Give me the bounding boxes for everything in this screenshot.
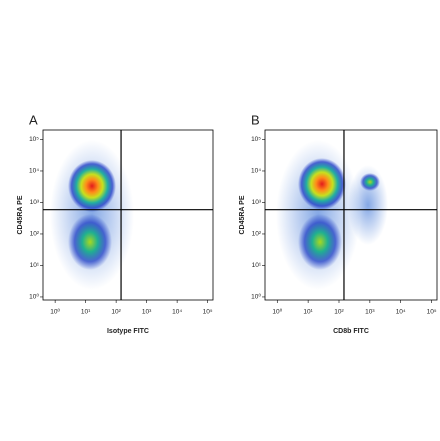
x-axis-label: Isotype FITC xyxy=(107,328,149,335)
x-tick-label: 10³ xyxy=(142,309,152,316)
x-tick-label: 10² xyxy=(334,309,344,316)
y-tick-label: 10³ xyxy=(30,199,40,206)
x-tick-label: 10³ xyxy=(365,309,375,316)
y-axis-label: CD45RA PE xyxy=(239,195,246,234)
plot-frame xyxy=(42,129,214,301)
x-tick-label: 10⁵ xyxy=(427,309,437,316)
density-a xyxy=(50,140,134,290)
x-tick-label: 10¹ xyxy=(303,309,313,316)
x-tick-label: 10⁴ xyxy=(172,309,182,316)
x-tick-label: 10⁴ xyxy=(396,309,406,316)
y-tick-label: 10⁴ xyxy=(251,168,261,175)
y-tick-label: 10¹ xyxy=(252,262,262,269)
y-tick-label: 10⁰ xyxy=(29,293,39,301)
x-tick-label: 10² xyxy=(111,309,121,316)
x-tick-label: 10⁰ xyxy=(50,308,60,316)
y-axis-label: CD45RA PE xyxy=(17,195,24,234)
y-tick-label: 10⁵ xyxy=(29,136,39,143)
y-tick-label: 10⁴ xyxy=(29,168,39,175)
panel-label: B xyxy=(251,112,260,127)
y-tick-label: 10³ xyxy=(252,199,262,206)
density-b xyxy=(276,140,388,290)
y-tick-label: 10⁵ xyxy=(251,136,261,143)
panel-label: A xyxy=(29,112,38,127)
y-tick-label: 10¹ xyxy=(30,262,40,269)
y-tick-label: 10⁰ xyxy=(251,293,261,301)
y-tick-label: 10² xyxy=(30,231,40,238)
x-tick-label: 10¹ xyxy=(81,309,91,316)
plot-frame xyxy=(264,129,438,301)
x-tick-label: 10⁵ xyxy=(203,309,213,316)
y-tick-label: 10² xyxy=(252,231,262,238)
x-axis-label: CD8b FITC xyxy=(333,328,369,335)
x-tick-label: 10⁰ xyxy=(272,308,282,316)
